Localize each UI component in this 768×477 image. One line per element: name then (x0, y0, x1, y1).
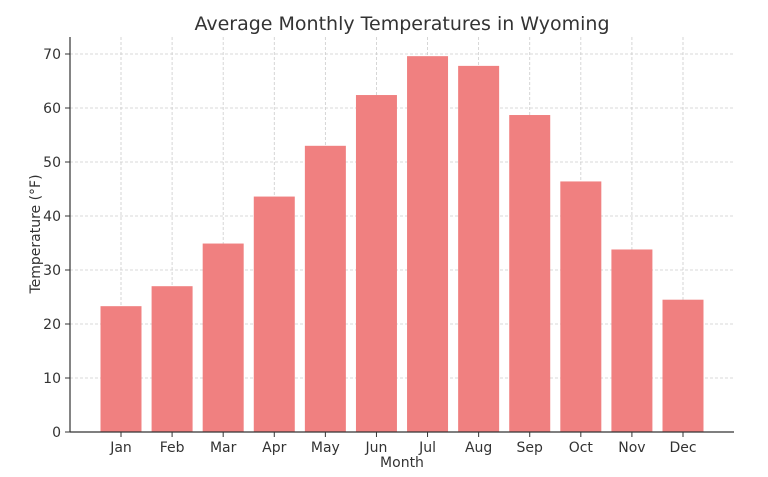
y-tick-label: 70 (43, 47, 61, 63)
x-tick-label: Oct (569, 440, 594, 456)
x-tick-label: Aug (465, 440, 492, 456)
y-tick-label: 10 (43, 371, 61, 387)
y-tick-label: 50 (43, 155, 61, 171)
y-tick-label: 60 (43, 101, 61, 117)
bar-dec (662, 299, 704, 432)
bar-mar (202, 243, 244, 432)
bar-aug (458, 65, 500, 432)
x-tick-label: Jul (418, 440, 436, 456)
x-tick-label: Sep (517, 440, 544, 456)
x-tick-label: Nov (618, 440, 645, 456)
x-tick-label: Dec (669, 440, 696, 456)
bar-sep (509, 115, 551, 433)
bar-jun (355, 95, 397, 432)
bar-oct (560, 181, 602, 432)
bar-apr (253, 196, 295, 432)
bar-jul (407, 56, 449, 432)
x-tick-label: Mar (210, 440, 237, 456)
y-axis-label: Temperature (°F) (28, 174, 44, 294)
x-tick-label: Jan (109, 440, 132, 456)
x-tick-label: Feb (160, 440, 185, 456)
y-tick-label: 20 (43, 317, 61, 333)
x-axis-label: Month (380, 455, 424, 471)
bars (100, 56, 704, 433)
y-tick-label: 0 (52, 425, 61, 441)
y-tick-label: 30 (43, 263, 61, 279)
bar-feb (151, 286, 193, 432)
bar-nov (611, 249, 653, 432)
bar-may (304, 145, 346, 433)
chart-title: Average Monthly Temperatures in Wyoming (194, 13, 609, 35)
x-tick-label: Apr (262, 440, 286, 456)
bar-jan (100, 306, 142, 432)
axes: 0 10 20 30 40 50 60 70 Jan Feb Mar Apr May Jun Jul Aug S… (43, 37, 734, 456)
x-tick-label: May (311, 440, 340, 456)
y-tick-label: 40 (43, 209, 61, 225)
x-tick-label: Jun (365, 440, 388, 456)
